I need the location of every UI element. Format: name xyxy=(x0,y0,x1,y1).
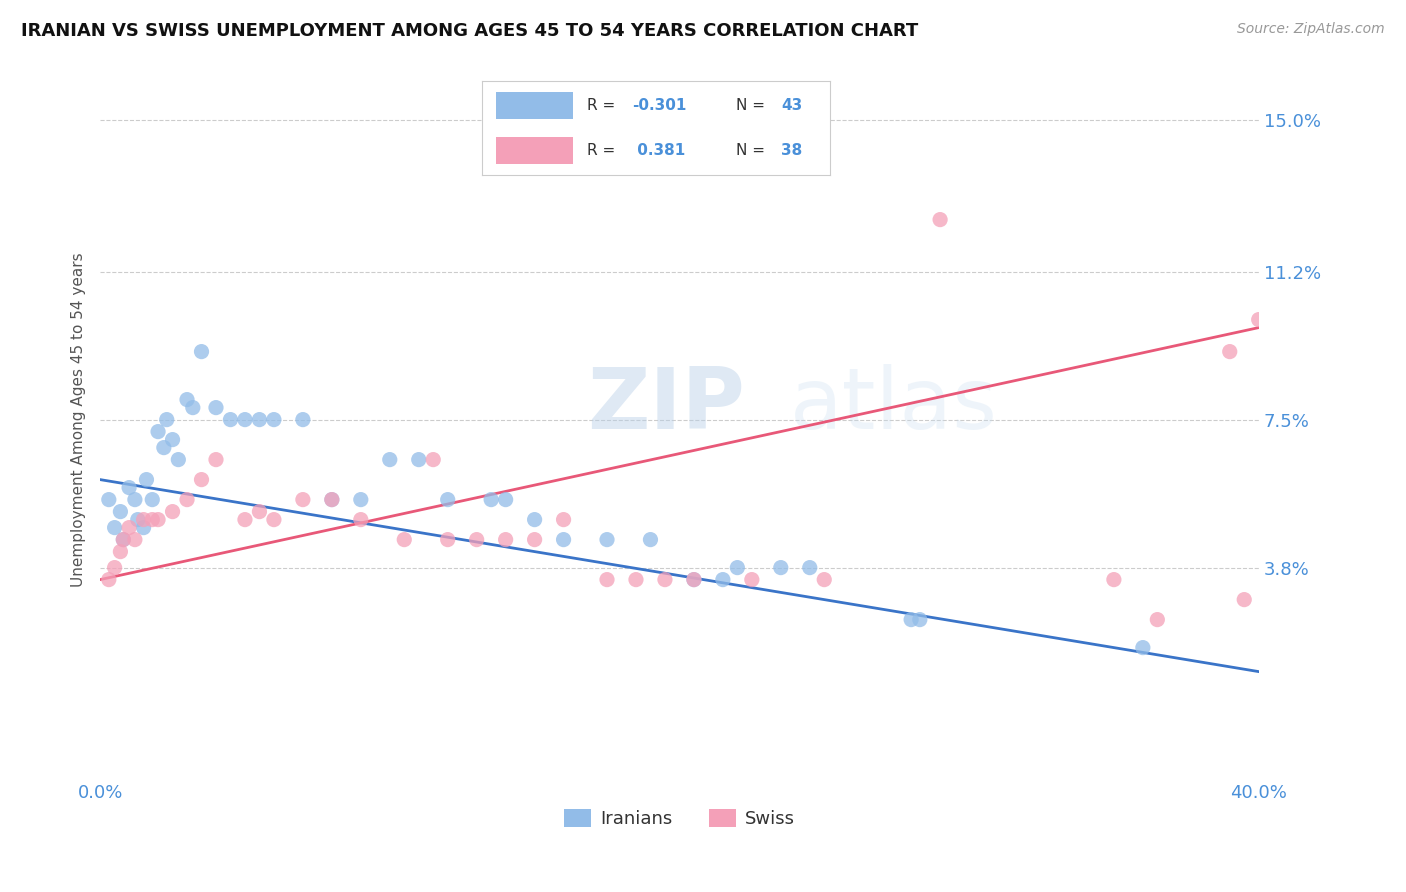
Point xyxy=(813,573,835,587)
Point xyxy=(1146,613,1168,627)
Point xyxy=(436,492,458,507)
Point xyxy=(132,520,155,534)
Point xyxy=(153,441,176,455)
Point xyxy=(422,452,444,467)
Point xyxy=(112,533,135,547)
Text: ZIP: ZIP xyxy=(586,364,745,447)
Point xyxy=(436,533,458,547)
Point xyxy=(110,544,132,558)
Point xyxy=(596,573,619,587)
Point xyxy=(495,533,517,547)
Point xyxy=(205,452,228,467)
Point xyxy=(176,492,198,507)
Point xyxy=(378,452,401,467)
Legend: Iranians, Swiss: Iranians, Swiss xyxy=(557,802,801,836)
Point xyxy=(176,392,198,407)
Point xyxy=(135,473,157,487)
Point xyxy=(725,560,748,574)
Point xyxy=(263,412,285,426)
Point xyxy=(553,513,575,527)
Point xyxy=(190,473,212,487)
Point xyxy=(1247,312,1270,326)
Point xyxy=(110,505,132,519)
Point xyxy=(127,513,149,527)
Point xyxy=(799,560,821,574)
Point xyxy=(654,573,676,587)
Point xyxy=(640,533,662,547)
Point xyxy=(624,573,647,587)
Point xyxy=(162,505,184,519)
Point xyxy=(97,573,120,587)
Point xyxy=(97,492,120,507)
Point xyxy=(249,505,271,519)
Point xyxy=(769,560,792,574)
Point xyxy=(465,533,488,547)
Point xyxy=(929,212,952,227)
Point xyxy=(553,533,575,547)
Point xyxy=(1219,344,1241,359)
Point xyxy=(321,492,343,507)
Point xyxy=(156,412,179,426)
Point xyxy=(1233,592,1256,607)
Point xyxy=(596,533,619,547)
Point xyxy=(1102,573,1125,587)
Point xyxy=(350,492,373,507)
Point xyxy=(249,412,271,426)
Point xyxy=(523,513,546,527)
Point xyxy=(263,513,285,527)
Point xyxy=(104,560,127,574)
Point xyxy=(118,481,141,495)
Point xyxy=(112,533,135,547)
Point xyxy=(711,573,734,587)
Point xyxy=(394,533,416,547)
Point xyxy=(291,492,314,507)
Point xyxy=(124,533,146,547)
Point xyxy=(219,412,242,426)
Point xyxy=(479,492,502,507)
Point xyxy=(104,520,127,534)
Point xyxy=(683,573,706,587)
Point xyxy=(908,613,931,627)
Point xyxy=(124,492,146,507)
Point xyxy=(321,492,343,507)
Point xyxy=(118,520,141,534)
Point xyxy=(900,613,922,627)
Point xyxy=(181,401,204,415)
Point xyxy=(233,513,256,527)
Point xyxy=(233,412,256,426)
Y-axis label: Unemployment Among Ages 45 to 54 years: Unemployment Among Ages 45 to 54 years xyxy=(72,252,86,587)
Point xyxy=(683,573,706,587)
Point xyxy=(132,513,155,527)
Point xyxy=(141,513,163,527)
Point xyxy=(167,452,190,467)
Point xyxy=(162,433,184,447)
Text: Source: ZipAtlas.com: Source: ZipAtlas.com xyxy=(1237,22,1385,37)
Point xyxy=(190,344,212,359)
Point xyxy=(350,513,373,527)
Point xyxy=(291,412,314,426)
Point xyxy=(495,492,517,507)
Point xyxy=(205,401,228,415)
Point xyxy=(1132,640,1154,655)
Text: IRANIAN VS SWISS UNEMPLOYMENT AMONG AGES 45 TO 54 YEARS CORRELATION CHART: IRANIAN VS SWISS UNEMPLOYMENT AMONG AGES… xyxy=(21,22,918,40)
Text: atlas: atlas xyxy=(790,364,997,447)
Point xyxy=(523,533,546,547)
Point xyxy=(141,492,163,507)
Point xyxy=(146,425,169,439)
Point xyxy=(146,513,169,527)
Point xyxy=(408,452,430,467)
Point xyxy=(741,573,763,587)
